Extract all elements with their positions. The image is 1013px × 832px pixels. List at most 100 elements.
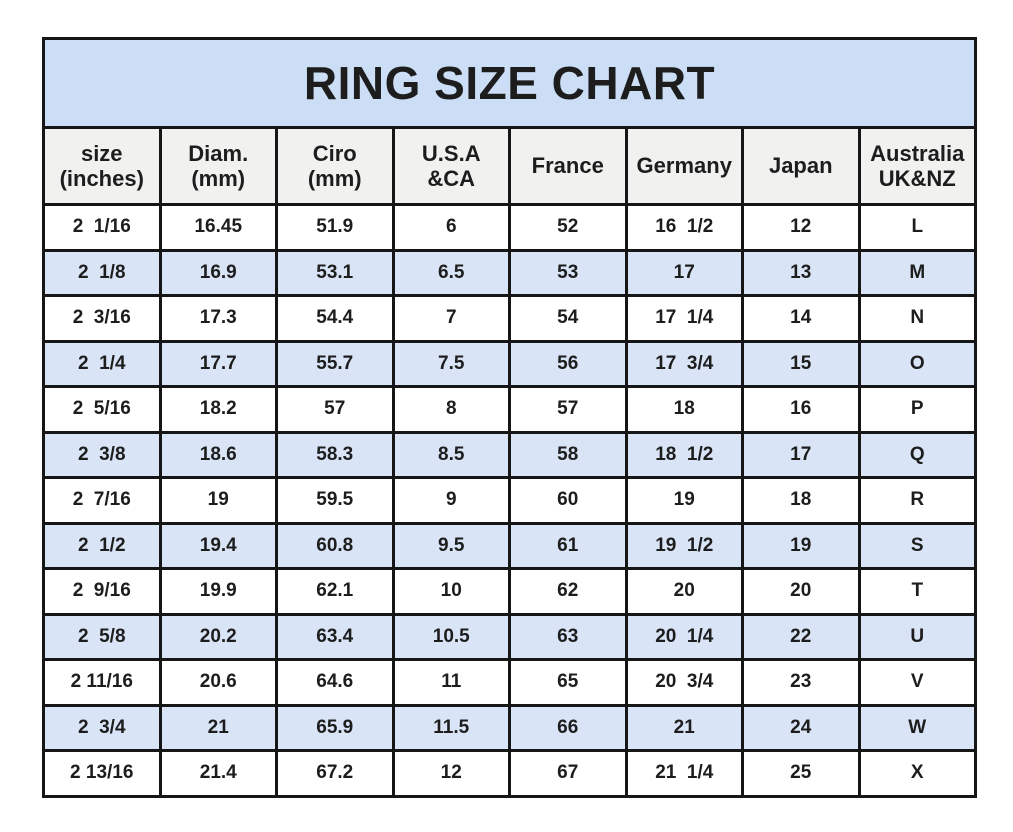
table-cell: 67 bbox=[508, 749, 628, 798]
table-cell: N bbox=[857, 294, 977, 343]
table-cell: 6.5 bbox=[391, 248, 511, 297]
table-cell: 7.5 bbox=[391, 339, 511, 388]
table-cell: 20.6 bbox=[158, 658, 278, 707]
table-cell: 58.3 bbox=[275, 430, 395, 479]
table-cell: 54.4 bbox=[275, 294, 395, 343]
column-header-circumference-mm: Ciro (mm) bbox=[275, 126, 395, 206]
table-row: 2 5/8 20.2 63.4 10.5 63 20 1/4 22 U bbox=[42, 612, 977, 661]
table-cell: 59.5 bbox=[275, 476, 395, 525]
table-cell: 14 bbox=[741, 294, 861, 343]
table-cell: 2 9/16 bbox=[42, 567, 162, 616]
table-cell: 19 1/2 bbox=[624, 521, 744, 570]
table-row: 2 3/4 21 65.9 11.5 66 21 24 W bbox=[42, 703, 977, 752]
column-header-japan: Japan bbox=[741, 126, 861, 206]
table-cell: 17 1/4 bbox=[624, 294, 744, 343]
table-cell: 17 bbox=[741, 430, 861, 479]
table-cell: 53.1 bbox=[275, 248, 395, 297]
table-row: 2 1/16 16.45 51.9 6 52 16 1/2 12 L bbox=[42, 203, 977, 252]
table-cell: 20 3/4 bbox=[624, 658, 744, 707]
table-cell: 20.2 bbox=[158, 612, 278, 661]
table-cell: O bbox=[857, 339, 977, 388]
table-cell: 10 bbox=[391, 567, 511, 616]
table-cell: 11 bbox=[391, 658, 511, 707]
table-cell: 22 bbox=[741, 612, 861, 661]
table-cell: 21 1/4 bbox=[624, 749, 744, 798]
table-cell: 66 bbox=[508, 703, 628, 752]
table-cell: 60.8 bbox=[275, 521, 395, 570]
title-row: RING SIZE CHART bbox=[42, 37, 977, 129]
table-cell: T bbox=[857, 567, 977, 616]
table-row: 2 3/16 17.3 54.4 7 54 17 1/4 14 N bbox=[42, 294, 977, 343]
table-cell: M bbox=[857, 248, 977, 297]
table-body: 2 1/16 16.45 51.9 6 52 16 1/2 12 L 2 1/8 16.9 53.1… bbox=[42, 203, 977, 798]
table-cell: 52 bbox=[508, 203, 628, 252]
table-cell: 6 bbox=[391, 203, 511, 252]
table-cell: 2 3/16 bbox=[42, 294, 162, 343]
table-cell: 7 bbox=[391, 294, 511, 343]
table-cell: R bbox=[857, 476, 977, 525]
table-cell: 62 bbox=[508, 567, 628, 616]
table-cell: V bbox=[857, 658, 977, 707]
table-cell: 18 1/2 bbox=[624, 430, 744, 479]
table-cell: 2 5/8 bbox=[42, 612, 162, 661]
table-cell: U bbox=[857, 612, 977, 661]
table-cell: 16.9 bbox=[158, 248, 278, 297]
table-cell: 18 bbox=[741, 476, 861, 525]
table-cell: 16.45 bbox=[158, 203, 278, 252]
table-cell: 9 bbox=[391, 476, 511, 525]
table-row: 2 1/8 16.9 53.1 6.5 53 17 13 M bbox=[42, 248, 977, 297]
column-header-size-inches: size (inches) bbox=[42, 126, 162, 206]
table-cell: 21 bbox=[624, 703, 744, 752]
table-cell: 18 bbox=[624, 385, 744, 434]
table-cell: 2 13/16 bbox=[42, 749, 162, 798]
table-cell: 17.7 bbox=[158, 339, 278, 388]
table-cell: P bbox=[857, 385, 977, 434]
table-cell: 2 7/16 bbox=[42, 476, 162, 525]
table-cell: 57 bbox=[508, 385, 628, 434]
table-head: RING SIZE CHART size (inches) Diam. (mm)… bbox=[42, 37, 977, 206]
table-row: 2 3/8 18.6 58.3 8.5 58 18 1/2 17 Q bbox=[42, 430, 977, 479]
table-cell: 64.6 bbox=[275, 658, 395, 707]
table-cell: 53 bbox=[508, 248, 628, 297]
table-cell: 25 bbox=[741, 749, 861, 798]
table-row: 2 1/2 19.4 60.8 9.5 61 19 1/2 19 S bbox=[42, 521, 977, 570]
table-row: 2 13/16 21.4 67.2 12 67 21 1/4 25 X bbox=[42, 749, 977, 798]
table-cell: 63.4 bbox=[275, 612, 395, 661]
table-cell: 19 bbox=[741, 521, 861, 570]
column-header-australia-uk-nz: Australia UK&NZ bbox=[857, 126, 977, 206]
table-cell: 10.5 bbox=[391, 612, 511, 661]
table-cell: 57 bbox=[275, 385, 395, 434]
table-cell: 11.5 bbox=[391, 703, 511, 752]
table-cell: 17.3 bbox=[158, 294, 278, 343]
table-cell: 20 1/4 bbox=[624, 612, 744, 661]
table-cell: 16 bbox=[741, 385, 861, 434]
table-row: 2 7/16 19 59.5 9 60 19 18 R bbox=[42, 476, 977, 525]
table-cell: 20 bbox=[624, 567, 744, 616]
table-cell: 21.4 bbox=[158, 749, 278, 798]
table-cell: 58 bbox=[508, 430, 628, 479]
table-cell: S bbox=[857, 521, 977, 570]
table-row: 2 5/16 18.2 57 8 57 18 16 P bbox=[42, 385, 977, 434]
table-cell: 2 3/4 bbox=[42, 703, 162, 752]
table-cell: 18.2 bbox=[158, 385, 278, 434]
chart-title: RING SIZE CHART bbox=[42, 37, 977, 129]
table-cell: 13 bbox=[741, 248, 861, 297]
header-row: size (inches) Diam. (mm) Ciro (mm) U.S.A… bbox=[42, 126, 977, 206]
table-cell: 9.5 bbox=[391, 521, 511, 570]
table-cell: 62.1 bbox=[275, 567, 395, 616]
table-cell: X bbox=[857, 749, 977, 798]
column-header-germany: Germany bbox=[624, 126, 744, 206]
table-cell: 2 1/16 bbox=[42, 203, 162, 252]
column-header-diameter-mm: Diam. (mm) bbox=[158, 126, 278, 206]
table-cell: 56 bbox=[508, 339, 628, 388]
table-cell: 16 1/2 bbox=[624, 203, 744, 252]
table-cell: 61 bbox=[508, 521, 628, 570]
table-cell: 65.9 bbox=[275, 703, 395, 752]
table-cell: 19.9 bbox=[158, 567, 278, 616]
table-cell: 18.6 bbox=[158, 430, 278, 479]
table-row: 2 11/16 20.6 64.6 11 65 20 3/4 23 V bbox=[42, 658, 977, 707]
table-cell: 19.4 bbox=[158, 521, 278, 570]
table-cell: 12 bbox=[741, 203, 861, 252]
table-cell: 20 bbox=[741, 567, 861, 616]
table-row: 2 9/16 19.9 62.1 10 62 20 20 T bbox=[42, 567, 977, 616]
